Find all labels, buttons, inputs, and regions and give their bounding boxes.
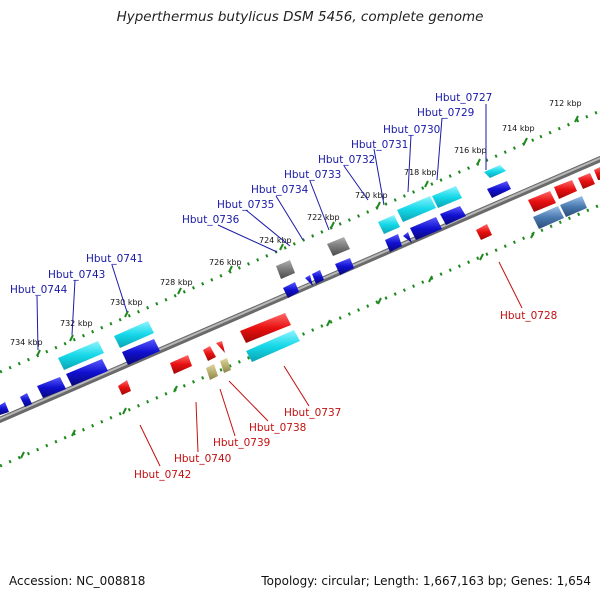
reverse-gene-labels: Hbut_0728 Hbut_0737 Hbut_0738 Hbut_0739 … (134, 310, 557, 481)
gene-small-b[interactable] (0, 402, 9, 415)
genome-summary-text: Topology: circular; Length: 1,667,163 bp… (261, 574, 591, 588)
scale-label-730: 730 kbp (110, 298, 143, 307)
gene-hbut-0729b[interactable] (440, 206, 466, 225)
label-hbut-0733[interactable]: Hbut_0733 (284, 169, 341, 181)
gene-hbut-0739-rna-b[interactable] (220, 358, 231, 373)
gene-hbut-0735b[interactable] (305, 275, 313, 286)
gene-small-a[interactable] (20, 393, 32, 407)
label-hbut-0727[interactable]: Hbut_0727 (435, 92, 492, 104)
label-hbut-0735[interactable]: Hbut_0735 (217, 199, 274, 211)
gene-red-right-2[interactable] (554, 180, 577, 199)
label-hbut-0739[interactable]: Hbut_0739 (213, 437, 270, 449)
label-hbut-0736[interactable]: Hbut_0736 (182, 214, 240, 226)
gene-steel-right-2[interactable] (560, 196, 587, 217)
forward-strand-genes (0, 165, 511, 415)
gene-hbut-0744b[interactable] (37, 377, 66, 398)
label-hbut-0730[interactable]: Hbut_0730 (383, 124, 440, 136)
scale-label-716: 716 kbp (454, 146, 487, 155)
scale-label-722: 722 kbp (307, 213, 340, 222)
upper-tick-ring (0, 135, 541, 374)
gene-hbut-0737[interactable] (246, 330, 300, 362)
gene-hbut-0733-rna[interactable] (327, 237, 350, 256)
gene-red-right-3[interactable] (578, 173, 595, 189)
label-hbut-0738[interactable]: Hbut_0738 (249, 422, 306, 434)
gene-hbut-0734b[interactable] (312, 270, 324, 284)
gene-hbut-0733b[interactable] (335, 258, 354, 275)
scale-label-712: 712 kbp (549, 99, 582, 108)
gene-hbut-0730b[interactable] (410, 217, 442, 240)
gene-hbut-0729[interactable] (432, 186, 462, 208)
gene-steel-right-1[interactable] (533, 206, 564, 229)
gene-hbut-0741[interactable] (114, 321, 154, 348)
label-hbut-0743[interactable]: Hbut_0743 (48, 269, 105, 281)
scale-label-724: 724 kbp (259, 236, 292, 245)
gene-hbut-0736b[interactable] (283, 282, 299, 298)
gene-hbut-0730[interactable] (397, 196, 436, 222)
label-hbut-0728[interactable]: Hbut_0728 (500, 310, 557, 322)
label-hbut-0742[interactable]: Hbut_0742 (134, 469, 191, 481)
scale-labels: 712 kbp 714 kbp 716 kbp 718 kbp 720 kbp … (10, 99, 582, 347)
gene-hbut-0739[interactable] (203, 346, 216, 361)
gene-red-right-4[interactable] (594, 167, 600, 180)
label-hbut-0741[interactable]: Hbut_0741 (86, 253, 143, 265)
map-title: Hyperthermus butylicus DSM 5456, complet… (116, 9, 484, 25)
gene-hbut-0738[interactable] (216, 341, 225, 353)
gene-hbut-0727b[interactable] (487, 181, 511, 198)
accession-text: Accession: NC_008818 (9, 574, 146, 588)
reverse-strand-genes (118, 167, 600, 395)
label-hbut-0740[interactable]: Hbut_0740 (174, 453, 231, 465)
gene-hbut-0742[interactable] (118, 380, 131, 395)
gene-hbut-0737a[interactable] (240, 313, 291, 343)
scale-label-720: 720 kbp (355, 191, 388, 200)
scale-label-714: 714 kbp (502, 124, 535, 133)
label-hbut-0732[interactable]: Hbut_0732 (318, 154, 375, 166)
upper-tick-ring-extension (539, 109, 600, 139)
gene-hbut-0731[interactable] (378, 215, 400, 234)
label-hbut-0744[interactable]: Hbut_0744 (10, 284, 68, 296)
forward-callout-lines (36, 104, 487, 351)
gene-hbut-0728[interactable] (476, 224, 492, 240)
gene-hbut-0732b[interactable] (385, 234, 402, 252)
forward-gene-labels: Hbut_0727 Hbut_0729 Hbut_0730 Hbut_0731 … (10, 92, 492, 296)
major-ticks (20, 115, 579, 459)
gene-hbut-0743[interactable] (58, 341, 104, 370)
gene-hbut-0731b[interactable] (403, 232, 412, 243)
gene-hbut-0740[interactable] (170, 355, 192, 374)
label-hbut-0729[interactable]: Hbut_0729 (417, 107, 474, 119)
gene-hbut-0727[interactable] (484, 165, 506, 178)
gene-hbut-0735-rna[interactable] (276, 260, 295, 279)
label-hbut-0734[interactable]: Hbut_0734 (251, 184, 309, 196)
reverse-callout-lines (139, 261, 523, 467)
scale-label-718: 718 kbp (404, 168, 437, 177)
scale-label-726: 726 kbp (209, 258, 242, 267)
label-hbut-0737[interactable]: Hbut_0737 (284, 407, 341, 419)
genome-backbone-highlight (0, 157, 600, 420)
scale-label-728: 728 kbp (160, 278, 193, 287)
gene-hbut-0743b[interactable] (66, 359, 108, 386)
gene-hbut-0739-rna[interactable] (206, 364, 218, 380)
scale-label-732: 732 kbp (60, 319, 93, 328)
gene-red-right-1[interactable] (528, 191, 556, 212)
scale-label-734: 734 kbp (10, 338, 43, 347)
label-hbut-0731[interactable]: Hbut_0731 (351, 139, 408, 151)
gene-hbut-0741b[interactable] (122, 339, 160, 365)
